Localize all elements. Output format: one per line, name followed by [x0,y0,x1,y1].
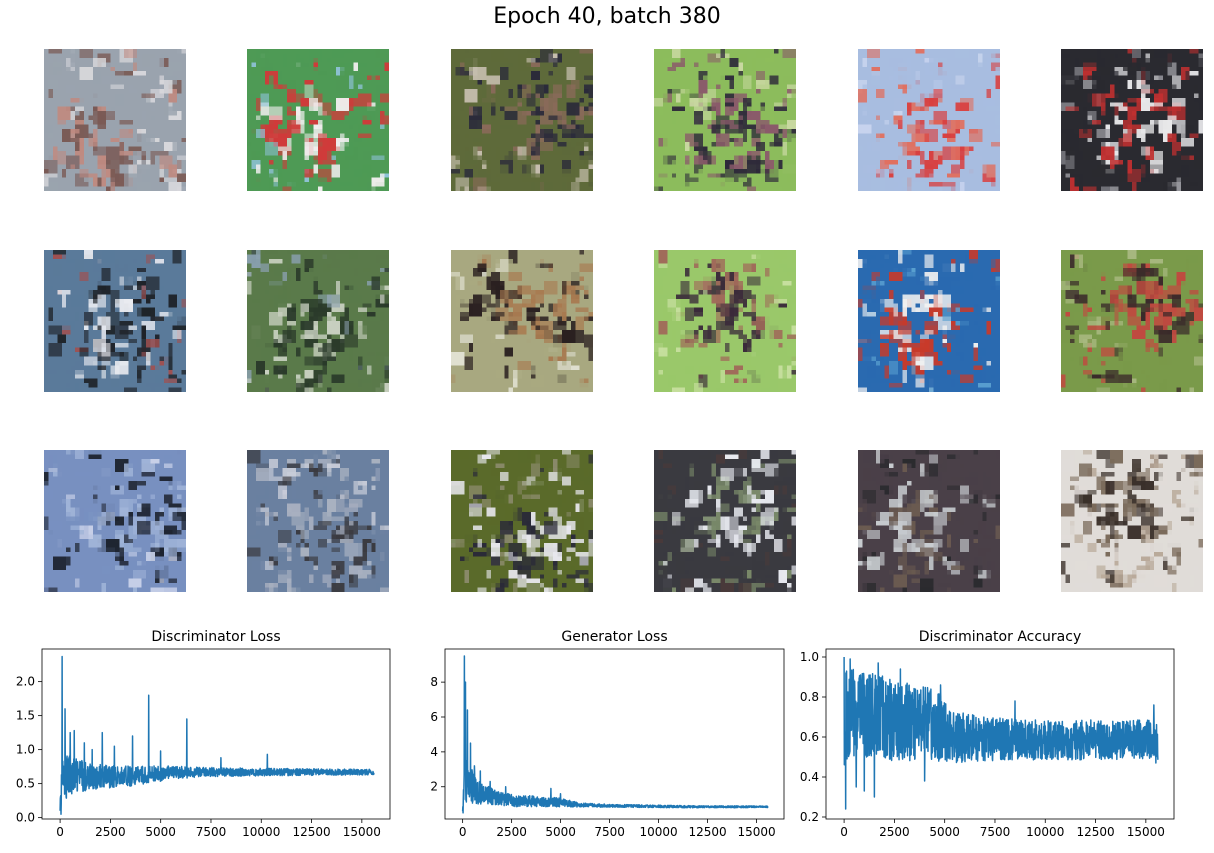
x-tick-label: 5000 [145,825,176,839]
x-tick-label: 2500 [95,825,126,839]
generated-sample-image [44,450,186,592]
y-tick-label: 6 [430,710,438,724]
x-tick-label: 7500 [196,825,227,839]
y-tick-label: 1.5 [16,709,35,723]
x-tick-label: 15000 [1127,825,1165,839]
y-tick-label: 1.0 [800,650,819,664]
generated-sample-image [858,450,1000,592]
generated-sample-image [1061,450,1203,592]
generated-sample-image [858,250,1000,392]
x-tick-label: 10000 [242,825,280,839]
x-tick-label: 15000 [737,825,775,839]
x-tick-label: 0 [459,825,467,839]
chart-discriminator-loss: 0 2500 5000 7500 10000 12500 15000 0.0 0.5 1.0 1.5… [16,629,391,839]
x-tick-label: 10000 [639,825,677,839]
generated-sample-image [451,450,593,592]
generated-sample-image [858,49,1000,191]
x-tick-label: 15000 [343,825,381,839]
y-tick-label: 2 [430,780,438,794]
x-tick-label: 7500 [980,825,1011,839]
generated-sample-image [247,450,389,592]
y-tick-label: 0.0 [16,811,35,825]
y-tick-label: 0.4 [800,770,819,784]
chart-title: Discriminator Accuracy [919,629,1081,645]
x-tick-label: 2500 [879,825,910,839]
y-tick-label: 0.5 [16,777,35,791]
generated-sample-image [247,49,389,191]
x-tick-label: 5000 [929,825,960,839]
y-tick-label: 0.8 [800,690,819,704]
chart-title: Discriminator Loss [151,629,280,645]
series-line [461,655,769,814]
series-line [59,655,375,815]
chart-discriminator-accuracy: 0 2500 5000 7500 10000 12500 15000 0.2 0.4 0.6 0.8… [800,629,1175,839]
axes-frame [444,648,785,820]
x-tick-label: 2500 [496,825,527,839]
figure-title: Epoch 40, batch 380 [493,4,721,29]
generated-sample-image [654,450,796,592]
y-tick-label: 1.0 [16,743,35,757]
x-tick-label: 7500 [594,825,625,839]
y-tick-label: 8 [430,675,438,689]
axes-frame [41,648,391,820]
chart-title: Generator Loss [561,629,667,645]
y-tick-label: 2.0 [16,675,35,689]
y-tick-label: 0.6 [800,730,819,744]
x-tick-label: 10000 [1026,825,1064,839]
x-tick-label: 12500 [1076,825,1114,839]
generated-sample-image [1061,49,1203,191]
generated-sample-image [451,49,593,191]
generated-sample-image [1061,250,1203,392]
generated-sample-image [451,250,593,392]
generated-sample-image [44,250,186,392]
x-tick-label: 12500 [292,825,330,839]
x-tick-label: 5000 [545,825,576,839]
generated-sample-image [654,49,796,191]
x-tick-label: 12500 [688,825,726,839]
y-tick-label: 4 [430,745,438,759]
chart-generator-loss: 0 2500 5000 7500 10000 12500 15000 2 4 6 8 Generato… [430,629,785,839]
axes-frame [825,648,1175,820]
x-tick-label: 0 [56,825,64,839]
generated-sample-image [654,250,796,392]
y-tick-label: 0.2 [800,810,819,824]
series-line [843,656,1159,810]
generated-sample-image [247,250,389,392]
generated-sample-image [44,49,186,191]
x-tick-label: 0 [840,825,848,839]
